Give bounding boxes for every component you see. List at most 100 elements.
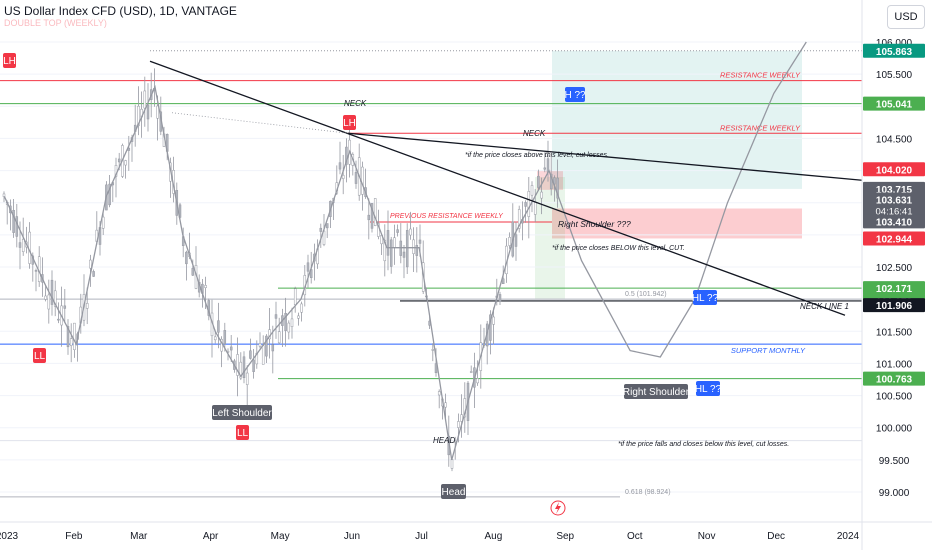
candle-body [274, 314, 278, 319]
svg-text:HL ??: HL ?? [692, 293, 719, 304]
resistance-weekly-1-label: RESISTANCE WEEKLY [720, 71, 801, 80]
candle-body [191, 268, 195, 276]
x-tick-label: Mar [130, 531, 148, 542]
lh-label-2: LH [343, 115, 356, 130]
candle-body [204, 285, 207, 288]
y-tick-label: 101.000 [876, 359, 913, 370]
price-badge: 105.041 [863, 96, 925, 111]
y-tick-label: 99.500 [879, 456, 910, 467]
candle-body [85, 303, 89, 309]
candle-body [287, 322, 291, 333]
candle-body [537, 175, 540, 188]
event-marker-icon [550, 500, 566, 516]
candle-body [271, 344, 275, 352]
prev-resistance-label: PREVIOUS RESISTANCE WEEKLY [390, 213, 504, 220]
x-tick-label: Feb [65, 531, 83, 542]
candle-body [367, 214, 371, 221]
candle-body [383, 239, 387, 262]
candle-body [437, 391, 441, 396]
candle-body [236, 354, 239, 376]
price-badge: 102.171 [863, 281, 925, 296]
candle-body [345, 146, 348, 165]
svg-text:Head: Head [442, 487, 466, 498]
candle-body [57, 318, 60, 321]
x-tick-label: Oct [627, 531, 643, 542]
chart-title: US Dollar Index CFD (USD), 1D, VANTAGE [4, 4, 237, 18]
price-badge: 105.863 [863, 43, 925, 58]
x-tick-label: 2024 [837, 531, 860, 542]
candle-body [501, 278, 505, 284]
candle-body [53, 290, 57, 307]
candle-body [293, 288, 297, 306]
candle-body [108, 183, 111, 206]
candle-body [297, 315, 300, 319]
svg-text:103.715: 103.715 [876, 185, 913, 196]
candle-body [239, 361, 243, 379]
y-tick-label: 104.500 [876, 134, 913, 145]
candles [2, 68, 559, 472]
candle-body [265, 335, 268, 357]
candle-body [21, 238, 25, 252]
x-tick-label: Apr [203, 531, 219, 542]
resistance-weekly-2-label: RESISTANCE WEEKLY [720, 123, 801, 132]
neck-line-label: NECK LINE 1 [800, 302, 849, 311]
x-tick-label: Jun [344, 531, 360, 542]
left-shoulder-label: Left Shoulder [212, 405, 272, 420]
y-tick-label: 102.500 [876, 263, 913, 274]
svg-text:04:16:41: 04:16:41 [876, 207, 913, 218]
candle-body [66, 326, 70, 348]
svg-text:LL: LL [237, 428, 249, 439]
candle-body [245, 372, 249, 385]
fib-05-label: 0.5 (101.942) [625, 291, 667, 298]
price-badge: 103.715 [863, 181, 925, 196]
x-tick-label: May [271, 531, 290, 542]
y-tick-label: 100.500 [876, 392, 913, 403]
faded-overlay: DOUBLE TOP (WEEKLY) [4, 18, 107, 28]
head-label: Head [441, 484, 466, 499]
right-shoulder-q-label: Right Shoulder ??? [558, 219, 631, 229]
y-tick-label: 105.500 [876, 70, 913, 81]
svg-text:102.944: 102.944 [876, 234, 913, 245]
trendline-dotted [171, 112, 349, 134]
x-tick-label: Aug [484, 531, 502, 542]
candle-body [431, 349, 435, 351]
candle-body [156, 105, 159, 119]
svg-text:103.410: 103.410 [876, 217, 913, 228]
ll-label-1: LL [33, 348, 46, 363]
candle-body [469, 371, 473, 373]
svg-text:LH: LH [343, 118, 356, 129]
candle-body [517, 209, 521, 229]
candle-body [457, 421, 460, 428]
candle-body [124, 160, 127, 166]
candle-body [341, 175, 345, 179]
candle-body [533, 201, 537, 215]
candle-body [418, 239, 422, 244]
x-tick-label: 2023 [0, 531, 19, 542]
support-monthly-label: SUPPORT MONTHLY [731, 346, 806, 355]
candle-body [223, 330, 227, 345]
right-shoulder-label: Right Shoulder [623, 384, 690, 399]
svg-text:102.171: 102.171 [876, 284, 913, 295]
candle-body [101, 216, 105, 229]
candle-body [514, 234, 518, 247]
svg-text:LL: LL [34, 351, 46, 362]
svg-text:100.763: 100.763 [876, 375, 913, 386]
hl-label-2: HL ?? [695, 381, 722, 396]
fib-618-label: 0.618 (98.924) [625, 489, 671, 496]
candle-body [386, 230, 390, 256]
ll-label-2: LL [236, 425, 249, 440]
candle-body [543, 167, 547, 170]
candle-body [258, 343, 262, 347]
candle-body [393, 237, 396, 248]
candle-body [489, 314, 492, 341]
candle-body [508, 236, 511, 246]
hl-label-1: HL ?? [692, 290, 719, 305]
currency-button[interactable]: USD [887, 5, 925, 29]
x-tick-label: Nov [698, 531, 716, 542]
x-tick-label: Dec [767, 531, 785, 542]
candle-body [185, 251, 188, 265]
candle-body [527, 191, 531, 217]
